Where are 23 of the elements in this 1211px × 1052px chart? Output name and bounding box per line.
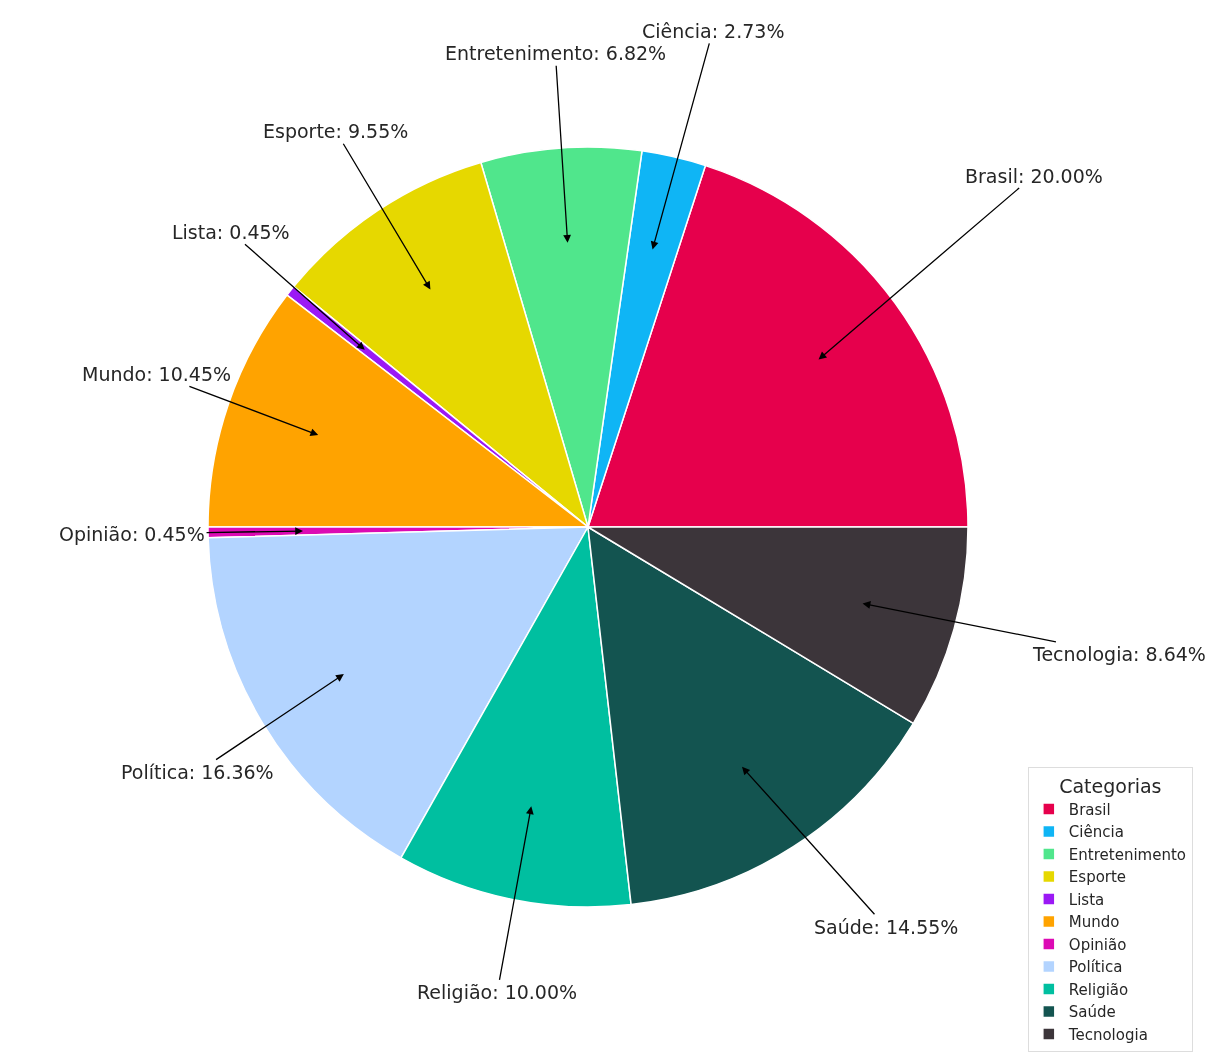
legend-label: Brasil — [1068, 800, 1111, 819]
data-label: Saúde: 14.55% — [814, 916, 959, 938]
data-label: Ciência: 2.73% — [642, 20, 785, 42]
legend-label: Ciência — [1068, 823, 1124, 842]
legend-label: Entretenimento — [1068, 845, 1186, 864]
legend-label: Tecnologia — [1067, 1025, 1148, 1044]
data-label: Entretenimento: 6.82% — [445, 42, 667, 64]
data-label: Lista: 0.45% — [172, 221, 290, 243]
data-label: Religião: 10.00% — [417, 981, 578, 1003]
legend-label: Religião — [1068, 980, 1129, 999]
legend-label: Lista — [1068, 890, 1105, 909]
data-label: Opinião: 0.45% — [59, 523, 205, 545]
data-label: Política: 16.36% — [121, 761, 274, 783]
legend-title: Categorias — [1059, 774, 1162, 797]
legend-label: Esporte — [1068, 868, 1127, 887]
data-label: Mundo: 10.45% — [82, 363, 232, 385]
data-label: Esporte: 9.55% — [263, 120, 409, 142]
legend-label: Mundo — [1068, 913, 1120, 932]
legend-label: Opinião — [1068, 935, 1127, 954]
legend-label: Saúde — [1068, 1003, 1116, 1022]
data-label: Tecnologia: 8.64% — [1032, 643, 1206, 665]
legend-label: Política — [1068, 958, 1123, 977]
data-label: Brasil: 20.00% — [965, 165, 1103, 187]
